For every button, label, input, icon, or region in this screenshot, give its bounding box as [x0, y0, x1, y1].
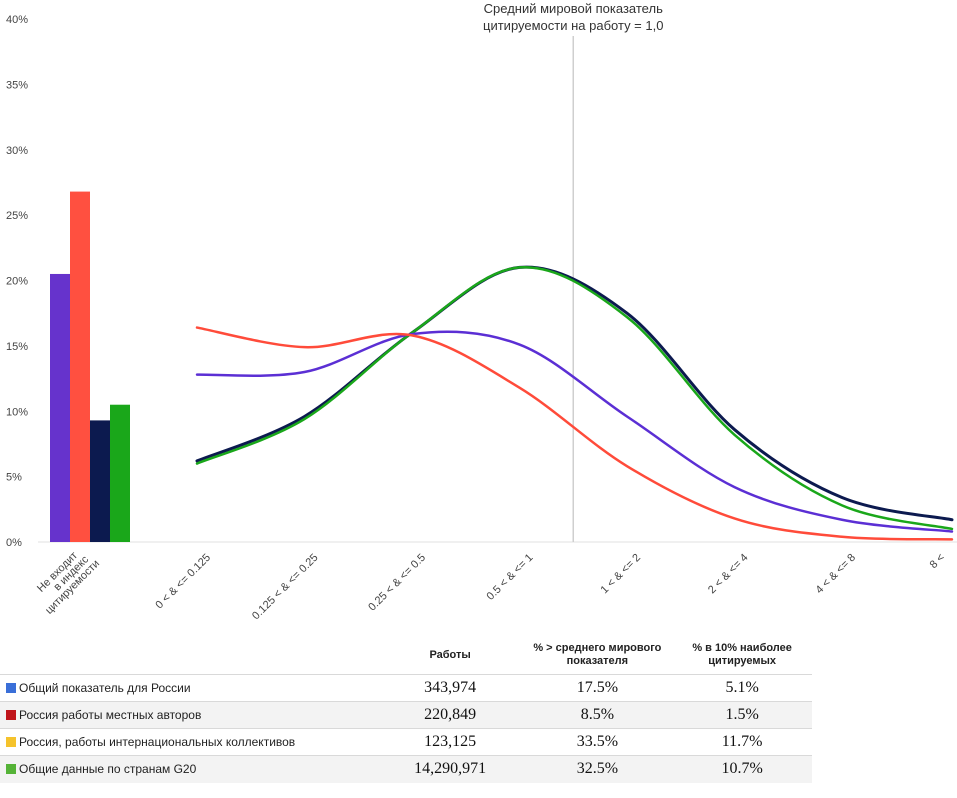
header-above-world: % > среднего мирового показателя [533, 642, 662, 667]
y-axis-ticks: 0% 5% 10% 15% 20% 25% 30% 35% 40% [6, 14, 28, 549]
bar-not-indexed [50, 273, 70, 542]
table-row: Общий показатель для России 343,974 17.5… [0, 674, 812, 702]
y-tick-label: 0% [6, 537, 22, 549]
summary-table: Работы % > среднего мирового показателя … [0, 636, 812, 783]
x-tick-label: 2 < & <= 4 [706, 552, 751, 597]
x-tick-label: 0.125 < & <= 0.25 [250, 552, 321, 623]
x-axis-labels: 0 < & <= 0.125 0.125 < & <= 0.25 0.25 < & … [35, 550, 947, 623]
row-works: 14,290,971 [414, 760, 487, 778]
summary-table-header: Работы % > среднего мирового показателя … [0, 636, 812, 675]
x-tick-label: 8 < [928, 552, 948, 572]
y-tick-label: 20% [6, 276, 28, 288]
row-works: 220,849 [424, 706, 477, 723]
row-label: Общий показатель для России [19, 681, 191, 695]
row-label: Россия работы местных авторов [19, 708, 202, 722]
row-top10: 5.1% [725, 679, 759, 696]
table-row: Россия, работы интернациональных коллект… [0, 728, 812, 756]
row-label: Общие данные по странам G20 [19, 762, 197, 777]
y-tick-label: 10% [6, 406, 28, 418]
table-row: Россия работы местных авторов 220,849 8.… [0, 701, 812, 729]
row-works: 123,125 [424, 733, 477, 750]
y-tick-label: 15% [6, 341, 28, 353]
row-above: 32.5% [576, 760, 619, 778]
x-tick-label: 0.5 < & <= 1 [485, 552, 536, 603]
reference-line-label-line2: цитируемости на работу = 1,0 [483, 18, 663, 33]
legend-swatch-russia-local [6, 710, 16, 720]
x-tick-label: 0.25 < & <= 0.5 [366, 552, 428, 614]
x-tick-label: 4 < & <= 8 [814, 552, 859, 597]
not-indexed-bars [50, 191, 130, 542]
header-top10: % в 10% наиболее цитируемых [692, 642, 792, 667]
header-works: Работы [429, 648, 471, 661]
series-line-russia-local [195, 326, 954, 541]
series-line-russia-total [195, 330, 954, 533]
y-tick-label: 40% [6, 14, 28, 26]
series-line-russia-international [195, 265, 954, 522]
legend-swatch-russia-total [6, 683, 16, 693]
y-tick-label: 35% [6, 79, 28, 91]
series-line-g20 [195, 266, 954, 531]
reference-line-label-line1: Средний мировой показатель [484, 1, 663, 16]
row-top10: 11.7% [721, 733, 763, 750]
bar-not-indexed [90, 420, 110, 542]
row-label: Россия, работы интернациональных коллект… [19, 735, 296, 749]
legend-swatch-g20 [6, 764, 16, 775]
y-tick-label: 30% [6, 145, 28, 157]
x-tick-label: 0 < & <= 0.125 [153, 552, 213, 612]
y-tick-label: 5% [6, 472, 22, 484]
bar-not-indexed [110, 404, 130, 542]
row-above: 17.5% [576, 679, 619, 696]
x-tick-label: 1 < & <= 2 [599, 552, 644, 597]
row-above: 33.5% [576, 733, 619, 750]
y-tick-label: 25% [6, 210, 28, 222]
citation-distribution-chart: 0% 5% 10% 15% 20% 25% 30% 35% 40% Средний мирово… [6, 1, 957, 623]
row-works: 343,974 [424, 679, 477, 696]
bar-not-indexed [70, 191, 90, 542]
table-row: Общие данные по странам G20 14,290,971 3… [0, 755, 812, 783]
row-above: 8.5% [580, 706, 615, 723]
row-top10: 10.7% [721, 760, 763, 778]
legend-swatch-russia-international [6, 737, 16, 747]
row-top10: 1.5% [725, 706, 759, 723]
series-curves [195, 265, 954, 541]
